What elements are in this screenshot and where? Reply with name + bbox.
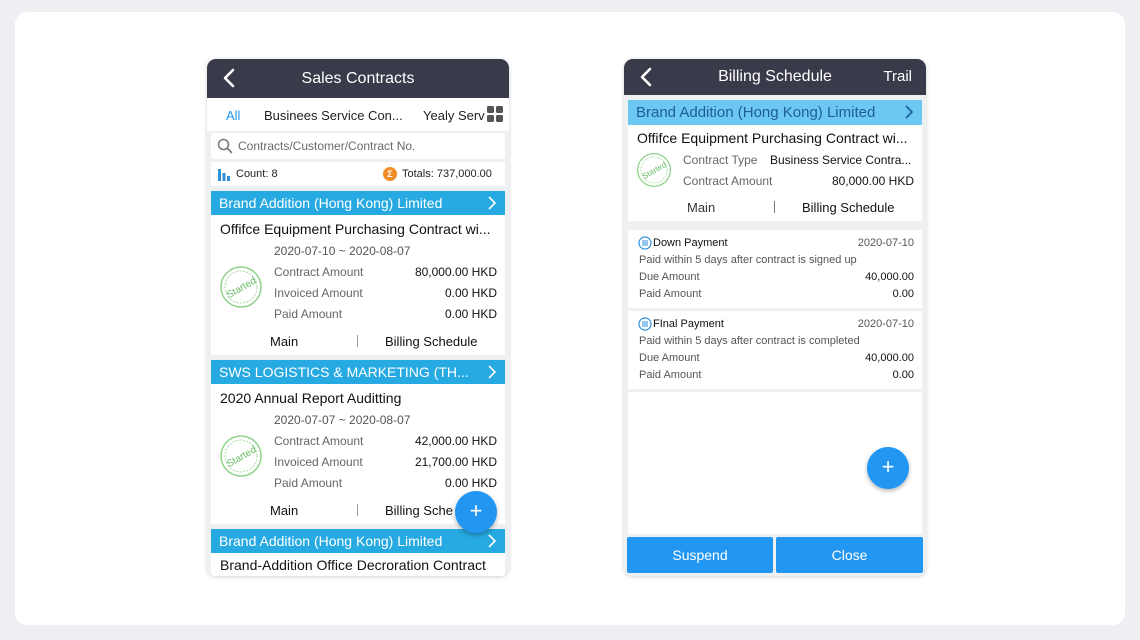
back-icon[interactable]: [637, 67, 657, 87]
customer-name: SWS LOGISTICS & MARKETING (TH...: [219, 364, 469, 380]
bar-chart-icon: [217, 167, 231, 181]
billing-schedule-screen: Billing Schedule Trail Brand Addition (H…: [624, 59, 926, 576]
suspend-button[interactable]: Suspend: [627, 537, 773, 573]
link-divider: [357, 504, 358, 516]
main-link[interactable]: Main: [687, 200, 716, 215]
bill-date: 2020-07-10: [857, 237, 914, 249]
customer-name: Brand Addition (Hong Kong) Limited: [219, 533, 443, 549]
contract-period: 2020-07-07 ~ 2020-08-07: [274, 413, 411, 427]
contract-card[interactable]: 2020 Annual Report Auditting 2020-07-07 …: [211, 384, 505, 524]
invoiced-amount-value: 0.00 HKD: [444, 286, 497, 300]
contract-amount-value: 80,000.00 HKD: [831, 174, 914, 188]
chevron-right-icon: [485, 534, 499, 548]
contract-type-value: Business Service Contra...: [770, 153, 912, 167]
background-card: [15, 12, 1125, 625]
paid-amount-value: 0.00 HKD: [444, 476, 497, 490]
trail-button[interactable]: Trail: [883, 68, 912, 85]
summary-bar: Count: 8 Σ Totals: 737,000.00: [211, 162, 505, 186]
close-button[interactable]: Close: [776, 537, 923, 573]
paid-amount-label: Paid Amount: [274, 476, 343, 490]
started-stamp-icon: Started: [219, 434, 263, 478]
search-input[interactable]: Contracts/Customer/Contract No.: [211, 133, 505, 159]
bill-name: FInal Payment: [653, 318, 724, 330]
due-amount-label: Due Amount: [639, 271, 700, 283]
contract-customer-header[interactable]: Brand Addition (Hong Kong) Limited: [211, 191, 505, 215]
invoiced-amount-label: Invoiced Amount: [274, 455, 363, 469]
contract-type-label: Contract Type: [683, 153, 758, 167]
count-text: Count: 8: [236, 168, 278, 180]
contract-period: 2020-07-10 ~ 2020-08-07: [274, 244, 411, 258]
invoiced-amount-value: 21,700.00 HKD: [414, 455, 497, 469]
paid-amount-value: 0.00 HKD: [444, 307, 497, 321]
contract-amount-value: 42,000.00 HKD: [414, 434, 497, 448]
contract-title: Offifce Equipment Purchasing Contract wi…: [220, 221, 491, 237]
bill-description: Paid within 5 days after contract is com…: [639, 335, 860, 347]
paid-amount-value: 0.00: [892, 369, 914, 381]
sales-contracts-screen: Sales Contracts All Businees Service Con…: [207, 59, 509, 576]
paid-amount-value: 0.00: [892, 288, 914, 300]
billing-schedule-link[interactable]: Billing Schedule: [385, 334, 478, 349]
contract-card[interactable]: Offifce Equipment Purchasing Contract wi…: [211, 215, 505, 355]
link-divider: [357, 335, 358, 347]
list-icon: [638, 317, 652, 331]
title-bar: Sales Contracts: [207, 59, 509, 98]
filter-tabs: All Businees Service Con... Yealy Servi: [207, 98, 509, 131]
bill-date: 2020-07-10: [857, 318, 914, 330]
tab-yearly-service[interactable]: Yealy Servi: [423, 108, 485, 123]
invoiced-amount-label: Invoiced Amount: [274, 286, 363, 300]
due-amount-value: 40,000.00: [865, 271, 914, 283]
contract-title: Offifce Equipment Purchasing Contract wi…: [637, 130, 908, 146]
chevron-right-icon: [902, 105, 916, 119]
customer-name: Brand Addition (Hong Kong) Limited: [636, 104, 876, 121]
grid-icon[interactable]: [486, 105, 504, 123]
due-amount-label: Due Amount: [639, 352, 700, 364]
main-link[interactable]: Main: [270, 503, 299, 518]
contract-card[interactable]: Brand-Addition Office Decroration Contra…: [211, 553, 505, 576]
title-bar: Billing Schedule Trail: [624, 59, 926, 95]
contract-amount-label: Contract Amount: [683, 174, 773, 188]
contract-customer-header[interactable]: SWS LOGISTICS & MARKETING (TH...: [211, 360, 505, 384]
contract-customer-header[interactable]: Brand Addition (Hong Kong) Limited: [211, 529, 505, 553]
totals-text: Totals: 737,000.00: [402, 168, 492, 180]
customer-name: Brand Addition (Hong Kong) Limited: [219, 195, 443, 211]
list-icon: [638, 236, 652, 250]
link-divider: [774, 201, 775, 213]
customer-header[interactable]: Brand Addition (Hong Kong) Limited: [628, 100, 922, 125]
contract-info-card: Offifce Equipment Purchasing Contract wi…: [628, 125, 922, 221]
billing-item[interactable]: Down Payment 2020-07-10 Paid within 5 da…: [628, 230, 922, 308]
add-contract-button[interactable]: +: [455, 491, 497, 533]
paid-amount-label: Paid Amount: [639, 288, 702, 300]
chevron-right-icon: [485, 365, 499, 379]
tab-all[interactable]: All: [226, 108, 241, 123]
search-placeholder: Contracts/Customer/Contract No.: [238, 139, 416, 153]
contract-title: Brand-Addition Office Decroration Contra…: [220, 557, 486, 573]
contract-amount-value: 80,000.00 HKD: [414, 265, 497, 279]
started-stamp-icon: Started: [219, 265, 263, 309]
started-stamp-icon: Started: [636, 152, 672, 188]
contract-amount-label: Contract Amount: [274, 434, 364, 448]
search-icon: [217, 138, 233, 154]
page-title: Billing Schedule: [718, 68, 832, 85]
billing-schedule-link[interactable]: Billing Schedule: [802, 200, 895, 215]
contract-amount-label: Contract Amount: [274, 265, 364, 279]
back-icon[interactable]: [220, 68, 240, 88]
chevron-right-icon: [485, 196, 499, 210]
paid-amount-label: Paid Amount: [639, 369, 702, 381]
billing-item[interactable]: FInal Payment 2020-07-10 Paid within 5 d…: [628, 311, 922, 389]
billing-schedule-link[interactable]: Billing Sche: [385, 503, 453, 518]
bill-description: Paid within 5 days after contract is sig…: [639, 254, 857, 266]
add-billing-button[interactable]: +: [867, 447, 909, 489]
tab-business-service[interactable]: Businees Service Con...: [264, 108, 403, 123]
contract-title: 2020 Annual Report Auditting: [220, 390, 402, 406]
bill-name: Down Payment: [653, 237, 728, 249]
due-amount-value: 40,000.00: [865, 352, 914, 364]
page-title: Sales Contracts: [301, 70, 415, 87]
paid-amount-label: Paid Amount: [274, 307, 343, 321]
main-link[interactable]: Main: [270, 334, 299, 349]
sigma-icon: Σ: [383, 167, 397, 181]
